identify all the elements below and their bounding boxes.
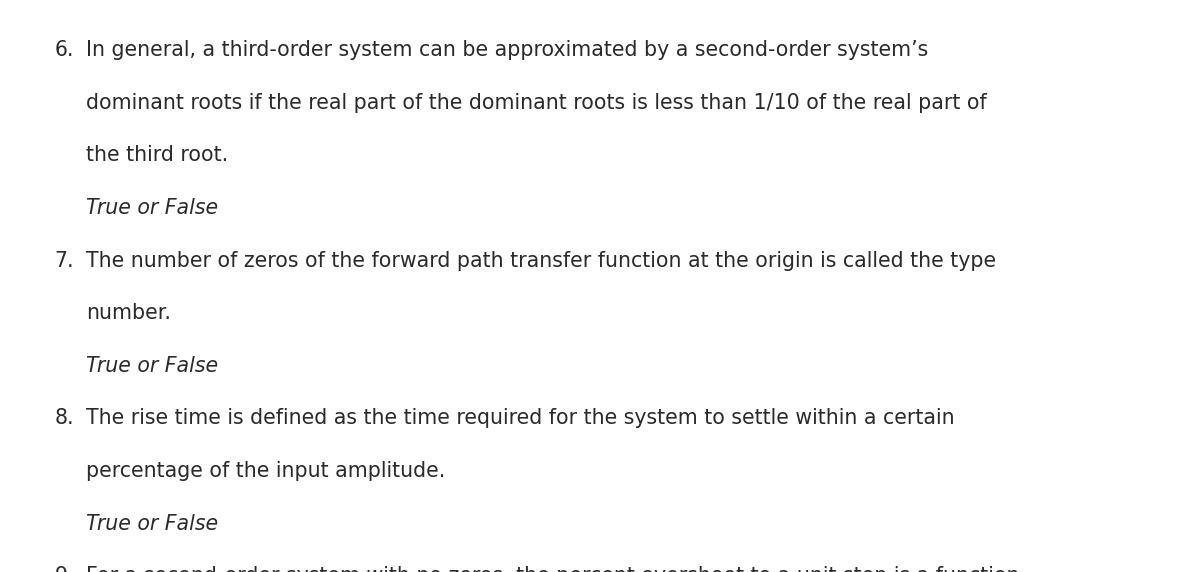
- Text: The rise time is defined as the time required for the system to settle within a : The rise time is defined as the time req…: [86, 408, 955, 428]
- Text: True or False: True or False: [86, 356, 218, 376]
- Text: In general, a third-order system can be approximated by a second-order system’s: In general, a third-order system can be …: [86, 40, 929, 60]
- Text: percentage of the input amplitude.: percentage of the input amplitude.: [86, 461, 445, 481]
- Text: 6.: 6.: [55, 40, 74, 60]
- Text: 9.: 9.: [55, 566, 74, 572]
- Text: True or False: True or False: [86, 514, 218, 534]
- Text: dominant roots if the real part of the dominant roots is less than 1/10 of the r: dominant roots if the real part of the d…: [86, 93, 988, 113]
- Text: The number of zeros of the forward path transfer function at the origin is calle: The number of zeros of the forward path …: [86, 251, 996, 271]
- Text: For a second-order system with no zeros, the percent overshoot to a unit step is: For a second-order system with no zeros,…: [86, 566, 1020, 572]
- Text: the third root.: the third root.: [86, 145, 229, 165]
- Text: True or False: True or False: [86, 198, 218, 218]
- Text: 8.: 8.: [55, 408, 74, 428]
- Text: 7.: 7.: [55, 251, 74, 271]
- Text: number.: number.: [86, 303, 172, 323]
